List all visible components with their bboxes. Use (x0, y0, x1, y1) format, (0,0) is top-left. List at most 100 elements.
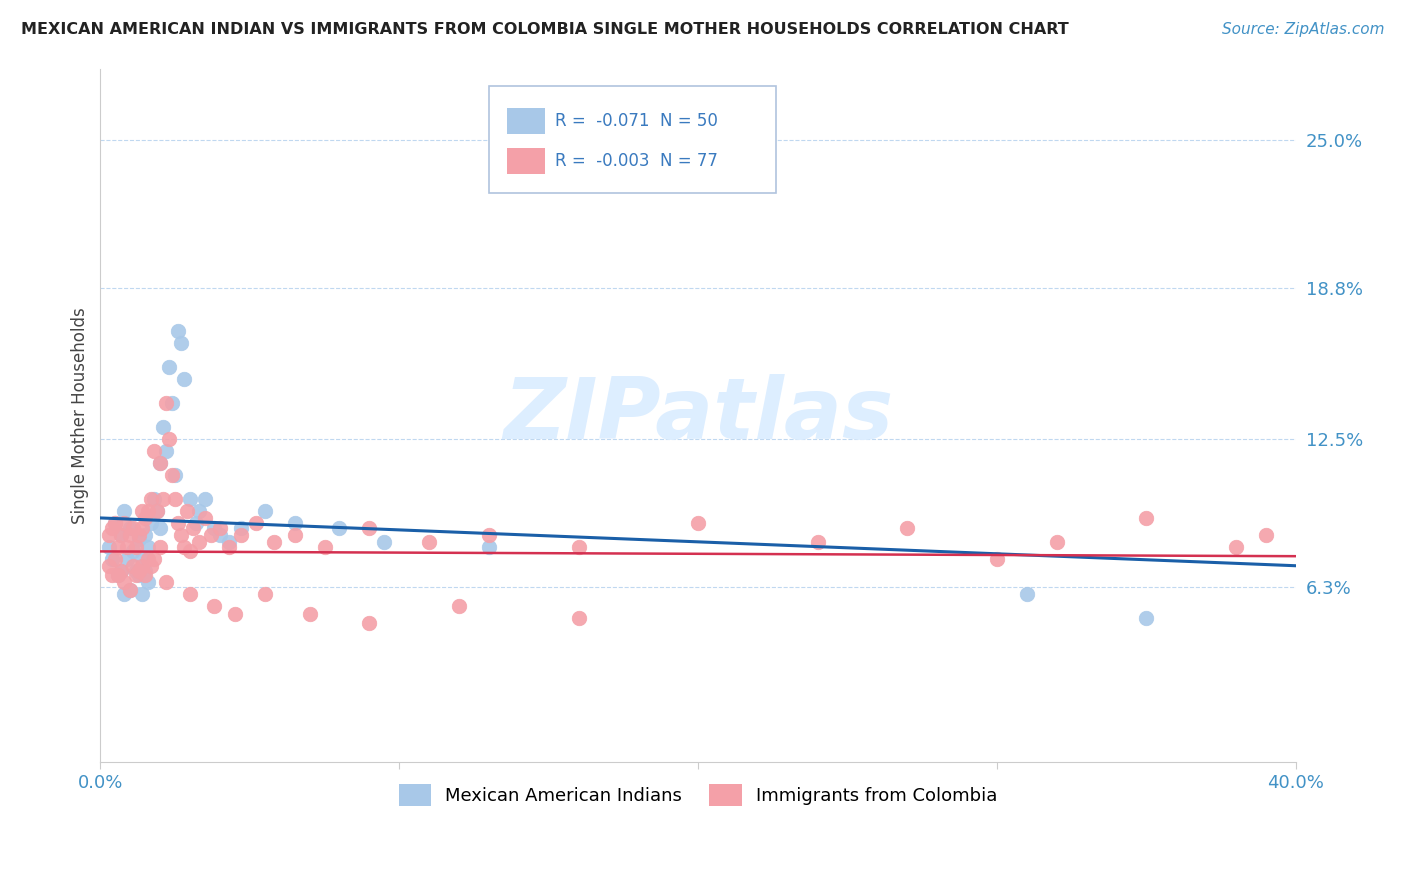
Point (120, 520, 142, 534)
Point (107, 568, 129, 582)
Point (986, 551, 1008, 566)
Point (447, 599, 470, 614)
Point (598, 169, 620, 183)
Point (104, 516, 127, 530)
Point (218, 540, 240, 554)
Point (688, 516, 710, 530)
Point (125, 540, 148, 554)
Point (253, 587, 276, 601)
Point (120, 582, 142, 597)
Point (98, 558, 121, 573)
Point (136, 575, 159, 590)
Point (418, 534, 440, 549)
Point (807, 534, 830, 549)
Point (152, 420, 174, 434)
Point (359, 520, 381, 534)
Point (131, 587, 153, 601)
Point (131, 551, 153, 566)
Point (218, 534, 240, 549)
Point (184, 516, 207, 530)
Point (131, 504, 153, 518)
Point (128, 568, 150, 582)
Point (131, 520, 153, 534)
Point (1046, 534, 1069, 549)
Point (568, 611, 591, 625)
Bar (489, 86, 776, 194)
Point (298, 607, 321, 621)
Point (128, 564, 150, 578)
Point (165, 491, 187, 506)
Point (173, 540, 195, 554)
Point (136, 551, 159, 566)
Point (125, 564, 148, 578)
Point (110, 564, 132, 578)
Point (141, 516, 163, 530)
Point (208, 527, 231, 541)
Point (141, 491, 163, 506)
Point (101, 520, 124, 534)
Point (155, 396, 177, 410)
Point (149, 540, 172, 554)
Point (170, 527, 193, 541)
Point (478, 540, 501, 554)
Point (179, 491, 201, 506)
Point (110, 527, 132, 541)
Point (112, 516, 135, 530)
Point (188, 534, 211, 549)
Point (202, 520, 225, 534)
Point (128, 533, 150, 547)
Point (122, 544, 145, 558)
Point (1015, 587, 1038, 601)
Point (149, 456, 172, 470)
Point (101, 551, 124, 566)
Point (167, 516, 190, 530)
Point (478, 527, 501, 541)
Point (1254, 527, 1277, 541)
Point (1225, 540, 1247, 554)
Text: Source: ZipAtlas.com: Source: ZipAtlas.com (1222, 22, 1385, 37)
Text: ZIPatlas: ZIPatlas (503, 374, 893, 457)
Point (179, 544, 201, 558)
Point (224, 607, 246, 621)
Point (194, 511, 217, 525)
Point (152, 491, 174, 506)
Point (104, 551, 127, 566)
Point (104, 516, 127, 530)
Point (181, 520, 204, 534)
Point (107, 568, 129, 582)
Point (202, 599, 225, 614)
Point (229, 527, 252, 541)
Point (120, 527, 142, 541)
Point (122, 558, 145, 573)
Bar (506, 147, 546, 174)
Point (155, 444, 177, 458)
Point (134, 511, 156, 525)
Point (263, 534, 285, 549)
Point (143, 551, 166, 566)
Point (160, 396, 183, 410)
Point (146, 504, 169, 518)
Point (101, 568, 124, 582)
Point (117, 551, 139, 566)
Point (167, 325, 190, 339)
Point (131, 558, 153, 573)
Point (373, 534, 395, 549)
Point (143, 491, 166, 506)
Point (173, 372, 195, 386)
Point (188, 504, 211, 518)
Point (136, 504, 159, 518)
Point (112, 575, 135, 590)
Point (359, 616, 381, 631)
Point (155, 575, 177, 590)
Point (253, 504, 276, 518)
Point (208, 520, 231, 534)
Point (896, 520, 918, 534)
Point (194, 491, 217, 506)
Point (98, 527, 121, 541)
Point (149, 456, 172, 470)
Point (122, 520, 145, 534)
Point (568, 540, 591, 554)
Point (157, 432, 180, 446)
Point (112, 504, 135, 518)
Point (117, 540, 139, 554)
